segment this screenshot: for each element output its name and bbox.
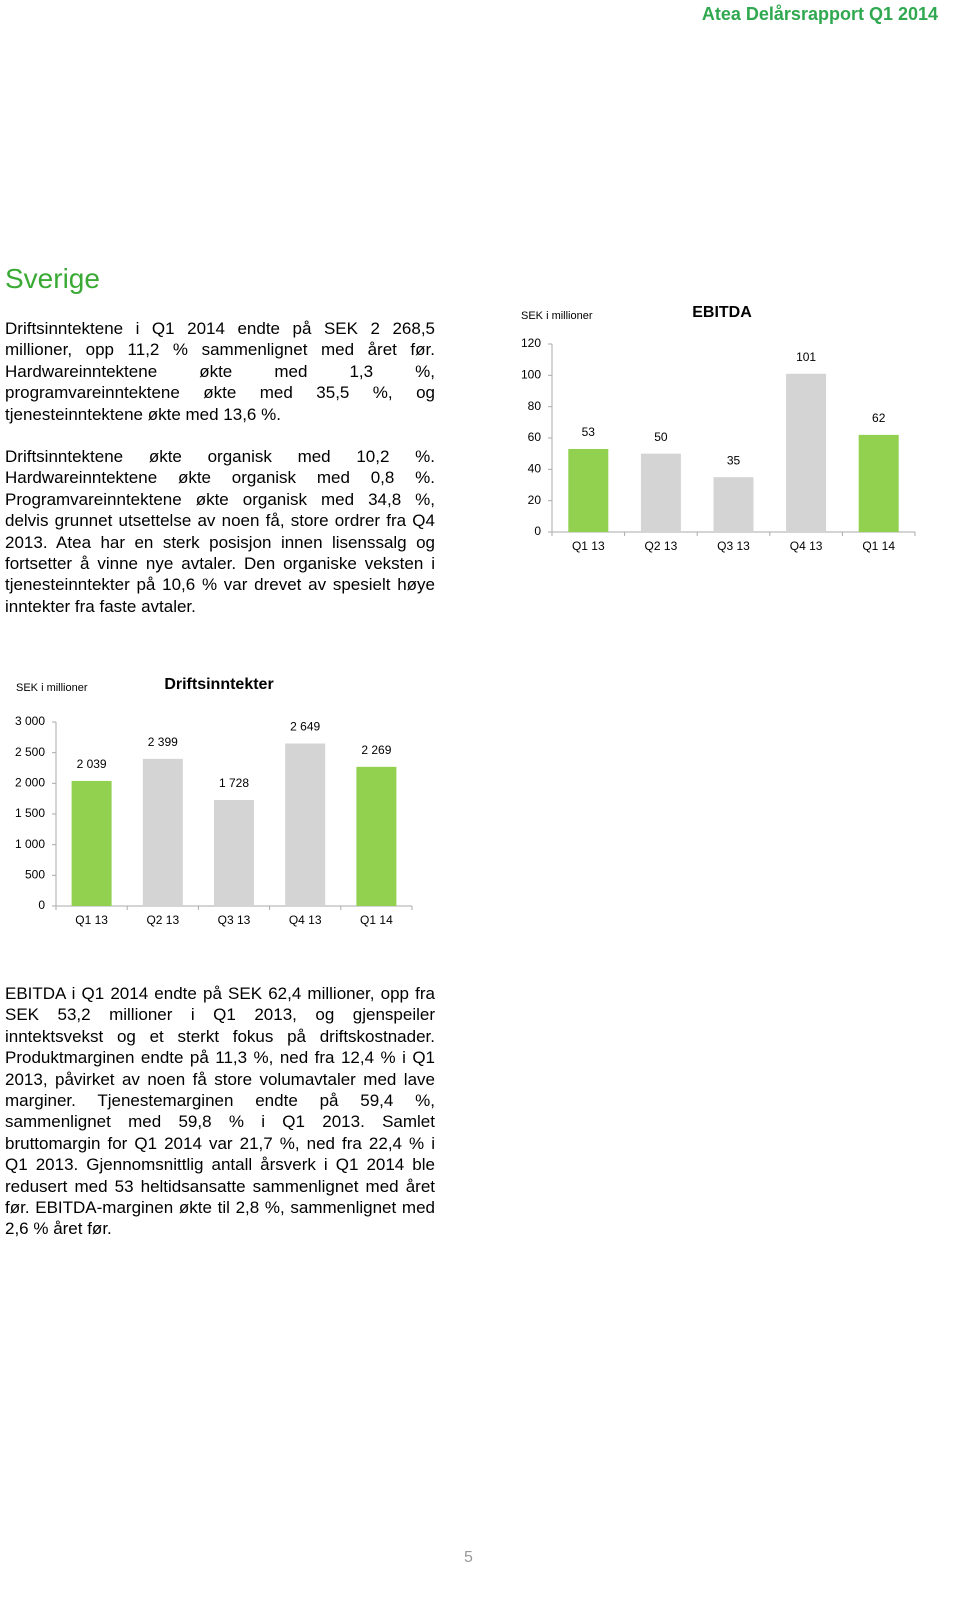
chart-title: EBITDA [692, 304, 752, 321]
x-tick-label: Q2 13 [146, 913, 179, 927]
bar [858, 434, 899, 532]
bar [142, 758, 183, 906]
data-label: 101 [796, 350, 816, 364]
paragraph: EBITDA i Q1 2014 endte på SEK 62,4 milli… [5, 984, 435, 1239]
bar [214, 800, 254, 906]
data-label: 2 039 [77, 757, 107, 771]
heading: Sverige [5, 263, 100, 294]
y-tick-label: 0 [38, 898, 45, 912]
y-tick-label: 100 [521, 368, 541, 382]
bar [356, 766, 397, 906]
y-tick-label: 120 [521, 336, 541, 350]
bar [568, 448, 609, 532]
paragraph: Driftsinntektene økte organisk med 10,2 … [5, 447, 435, 616]
y-axis-label: SEK i millioner [16, 682, 88, 694]
data-label: 62 [872, 411, 886, 425]
bar [71, 780, 112, 906]
data-label: 53 [582, 425, 596, 439]
x-tick-label: Q1 13 [572, 539, 605, 553]
y-tick-label: 3 000 [15, 714, 45, 728]
y-tick-label: 40 [528, 462, 542, 476]
data-label: 2 399 [148, 735, 178, 749]
y-tick-label: 20 [528, 493, 542, 507]
y-tick-label: 60 [528, 430, 542, 444]
x-tick-label: Q2 13 [645, 539, 678, 553]
x-tick-label: Q1 14 [862, 539, 895, 553]
y-tick-label: 80 [528, 399, 542, 413]
y-tick-label: 2 000 [15, 776, 45, 790]
bar [285, 743, 326, 906]
x-tick-label: Q3 13 [218, 913, 251, 927]
x-tick-label: Q3 13 [717, 539, 750, 553]
data-label: 50 [654, 430, 668, 444]
y-axis-label: SEK i millioner [521, 310, 593, 322]
data-label: 2 649 [290, 720, 320, 734]
y-tick-label: 1 000 [15, 837, 45, 851]
y-tick-label: 2 500 [15, 745, 45, 759]
data-label: 2 269 [361, 743, 391, 757]
x-tick-label: Q4 13 [289, 913, 322, 927]
y-tick-label: 1 500 [15, 806, 45, 820]
page-number: 5 [464, 1549, 473, 1566]
x-tick-label: Q4 13 [790, 539, 823, 553]
bar [713, 477, 754, 532]
x-tick-label: Q1 13 [75, 913, 108, 927]
y-tick-label: 500 [25, 868, 45, 882]
bar [640, 453, 681, 532]
chart-title: Driftsinntekter [164, 676, 273, 693]
header-title: Atea Delårsrapport Q1 2014 [701, 4, 938, 24]
y-tick-label: 0 [534, 524, 541, 538]
data-label: 1 728 [219, 776, 249, 790]
x-tick-label: Q1 14 [360, 913, 393, 927]
data-label: 35 [727, 453, 741, 467]
bar [786, 373, 827, 532]
paragraph: Driftsinntektene i Q1 2014 endte på SEK … [5, 319, 435, 424]
